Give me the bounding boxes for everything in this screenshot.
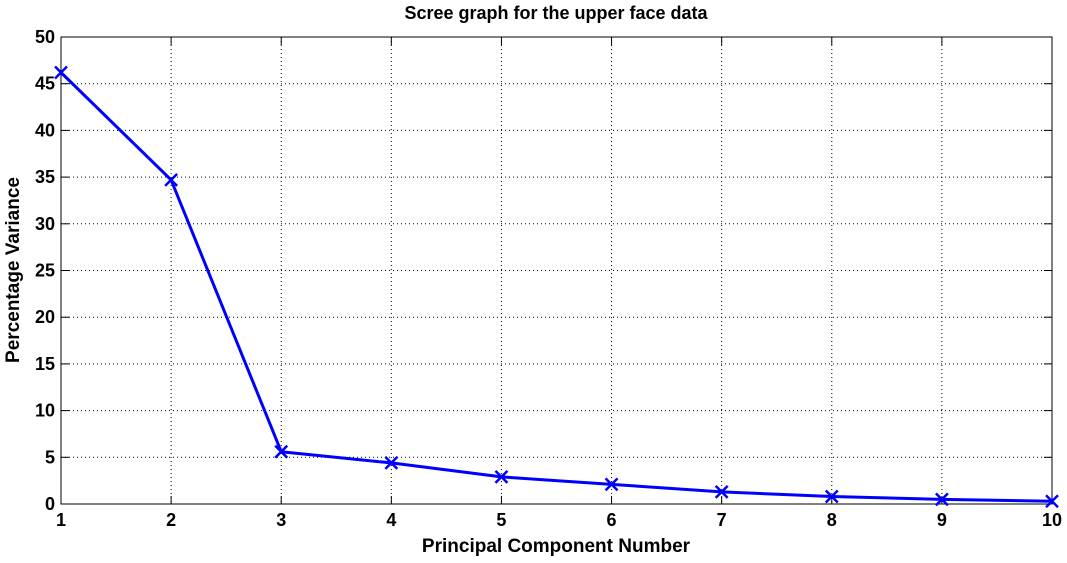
marker-stroke	[384, 456, 399, 470]
series-layer	[54, 65, 1059, 509]
data-point-marker	[494, 470, 509, 484]
marker-stroke	[1045, 494, 1059, 509]
x-tick-label: 7	[717, 510, 727, 530]
marker-stroke	[164, 173, 178, 187]
y-tick-label: 20	[35, 307, 55, 327]
x-tick-label: 5	[496, 510, 506, 530]
y-tick-label: 30	[35, 214, 55, 234]
data-point-marker	[824, 489, 839, 504]
data-point-marker	[164, 173, 178, 187]
y-tick-label: 35	[35, 167, 55, 187]
series-line	[59, 71, 1053, 503]
y-tick-label: 0	[45, 494, 55, 514]
data-point-marker	[714, 484, 729, 499]
chart-title: Scree graph for the upper face data	[404, 3, 708, 23]
x-tick-label: 9	[937, 510, 947, 530]
y-tick-label: 50	[35, 27, 55, 47]
y-tick-label: 40	[35, 120, 55, 140]
y-tick-label: 25	[35, 261, 55, 281]
x-tick-label: 1	[56, 510, 66, 530]
marker-stroke	[714, 484, 729, 499]
y-tick-label: 45	[35, 74, 55, 94]
y-tick-label: 15	[35, 354, 55, 374]
marker-stroke	[54, 65, 68, 80]
data-point-marker	[604, 477, 619, 492]
marker-stroke	[494, 470, 509, 484]
data-point-marker	[935, 492, 949, 507]
marker-stroke	[935, 492, 949, 507]
x-tick-label: 8	[827, 510, 837, 530]
y-axis-label: Percentage Variance	[3, 177, 24, 363]
x-tick-label: 3	[276, 510, 286, 530]
x-tick-label: 10	[1042, 510, 1062, 530]
x-axis-label: Principal Component Number	[422, 536, 691, 557]
y-tick-label: 5	[45, 447, 55, 467]
marker-stroke	[274, 444, 289, 459]
marker-stroke	[824, 489, 839, 504]
grid-layer	[61, 37, 1052, 504]
data-point-marker	[274, 444, 289, 459]
data-point-marker	[1045, 494, 1059, 509]
x-tick-label: 6	[607, 510, 617, 530]
marker-stroke	[604, 477, 619, 492]
x-tick-label: 2	[166, 510, 176, 530]
data-point-marker	[54, 65, 68, 80]
data-point-marker	[384, 456, 399, 470]
x-tick-label: 4	[386, 510, 396, 530]
y-tick-label: 10	[35, 401, 55, 421]
